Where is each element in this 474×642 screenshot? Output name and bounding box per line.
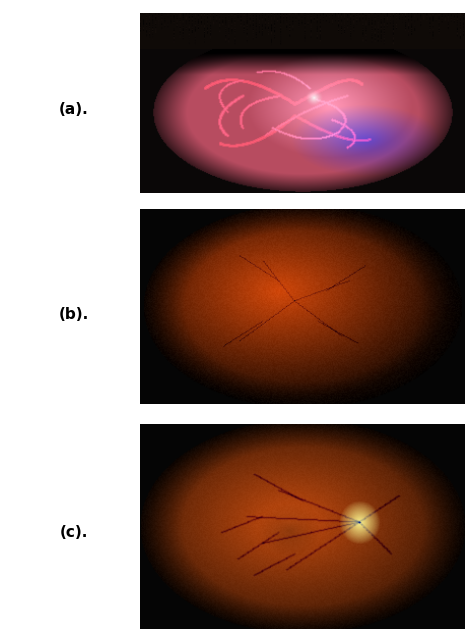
Text: (a).: (a). xyxy=(59,101,88,117)
Text: (c).: (c). xyxy=(59,525,88,541)
Text: (b).: (b). xyxy=(58,307,89,322)
